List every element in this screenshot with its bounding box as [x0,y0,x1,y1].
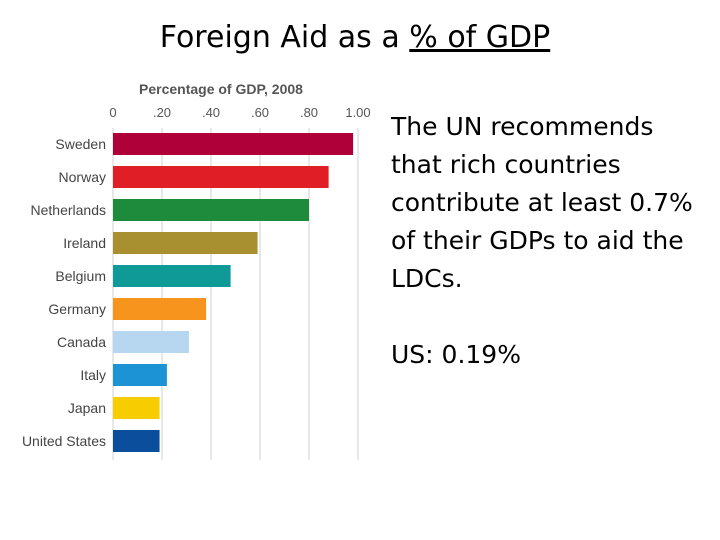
category-label: Norway [59,169,106,185]
category-label: Belgium [55,268,106,284]
bar-netherlands [113,199,309,221]
bar-germany [113,298,207,320]
body-text: The UN recommends that rich countries co… [391,108,711,374]
category-label: Sweden [55,136,106,152]
x-tick-label: 1.00 [345,105,370,120]
slide-title: Foreign Aid as a % of GDP [0,20,710,55]
category-label: Canada [57,334,106,350]
bar-italy [113,364,167,386]
category-label: Netherlands [31,202,107,218]
bar-japan [113,397,160,419]
x-tick-label: .20 [153,105,171,120]
category-label: Japan [68,400,106,416]
bar-chart: Percentage of GDP, 2008 0 .20 .40 .60 .80 1.0… [22,81,371,460]
bar-united-states [113,430,160,452]
category-label: United States [22,433,106,449]
x-tick-labels: 0 .20 .40 .60 .80 1.00 [109,105,370,120]
bars [113,133,354,452]
title-underlined: % of GDP [409,20,551,55]
us-note: US: 0.19% [391,340,521,369]
bar-belgium [113,265,231,287]
bar-sweden [113,133,354,155]
bar-ireland [113,232,258,254]
category-label: Italy [80,367,106,383]
x-tick-label: .80 [300,105,318,120]
bar-canada [113,331,189,353]
x-tick-label: .40 [202,105,220,120]
un-recommendation-text: The UN recommends that rich countries co… [391,112,693,293]
bar-norway [113,166,329,188]
category-labels: Sweden Norway Netherlands Ireland Belgium Ger… [22,136,106,449]
x-tick-label: .60 [251,105,269,120]
title-prefix: Foreign Aid as a [159,20,410,55]
category-label: Germany [48,301,106,317]
x-tick-label: 0 [109,105,116,120]
category-label: Ireland [63,235,106,251]
chart-title: Percentage of GDP, 2008 [139,81,303,97]
